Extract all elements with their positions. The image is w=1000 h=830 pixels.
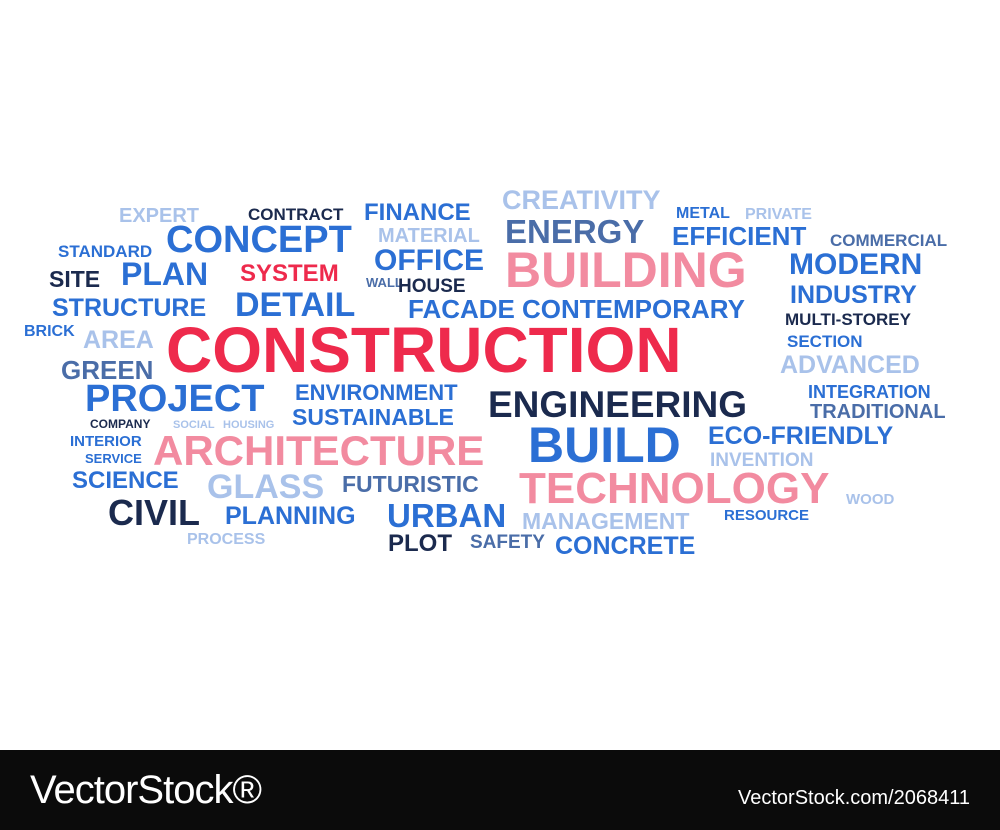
word-process: PROCESS	[187, 531, 266, 548]
word-system: SYSTEM	[240, 260, 339, 287]
word-wall: WALL	[366, 275, 403, 290]
word-planning: PLANNING	[225, 502, 356, 530]
word-integration: INTEGRATION	[808, 382, 931, 402]
word-standard: STANDARD	[58, 242, 153, 261]
word-sustainable: SUSTAINABLE	[292, 404, 454, 430]
word-traditional: TRADITIONAL	[810, 401, 946, 423]
word-facade: FACADE	[408, 294, 515, 324]
word-science: SCIENCE	[72, 467, 179, 494]
word-section: SECTION	[787, 332, 863, 351]
word-cloud: CONSTRUCTION BUILDING ARCHITECTURE TECHN…	[24, 185, 948, 560]
word-metal: METAL	[676, 205, 730, 222]
word-structure: STRUCTURE	[52, 294, 207, 322]
word-management: MANAGEMENT	[522, 508, 690, 534]
word-technology: TECHNOLOGY	[519, 464, 830, 513]
word-safety: SAFETY	[470, 532, 545, 553]
word-interior: INTERIOR	[70, 433, 142, 450]
word-concrete: CONCRETE	[555, 532, 696, 560]
word-expert: EXPERT	[119, 205, 200, 227]
word-modern: MODERN	[789, 248, 923, 281]
word-private: PRIVATE	[745, 206, 812, 223]
word-build: BUILD	[528, 417, 681, 473]
word-futuristic: FUTURISTIC	[342, 471, 479, 497]
word-multi-storey: MULTI-STOREY	[785, 310, 911, 329]
word-wood: WOOD	[846, 491, 895, 508]
image-credit: VectorStock.com/2068411	[738, 787, 970, 809]
word-company: COMPANY	[90, 417, 151, 431]
word-house: HOUSE	[398, 276, 466, 297]
word-social: SOCIAL	[173, 419, 215, 431]
word-detail: DETAIL	[235, 286, 356, 324]
word-finance: FINANCE	[364, 199, 471, 226]
word-housing: HOUSING	[223, 419, 275, 431]
word-contemporary: CONTEMPORARY	[522, 294, 745, 324]
word-engineering: ENGINEERING	[488, 384, 748, 425]
word-green: GREEN	[61, 355, 154, 385]
word-service: SERVICE	[85, 451, 142, 466]
word-glass: GLASS	[207, 468, 325, 506]
word-contract: CONTRACT	[248, 205, 344, 224]
word-eco-friendly: ECO-FRIENDLY	[708, 422, 894, 450]
word-construction: CONSTRUCTION	[166, 314, 682, 386]
word-concept: CONCEPT	[166, 219, 352, 261]
word-material: MATERIAL	[378, 225, 480, 247]
word-project: PROJECT	[85, 378, 265, 420]
word-brick: BRICK	[24, 323, 75, 340]
word-efficient: EFFICIENT	[672, 221, 807, 251]
word-area: AREA	[83, 326, 154, 354]
word-environment: ENVIRONMENT	[295, 380, 458, 405]
word-invention: INVENTION	[710, 450, 814, 471]
word-architecture: ARCHITECTURE	[153, 427, 485, 474]
word-industry: INDUSTRY	[790, 281, 917, 309]
word-building: BUILDING	[505, 242, 747, 298]
word-urban: URBAN	[387, 497, 507, 534]
watermark-footer: VectorStock® VectorStock.com/2068411	[0, 750, 1000, 830]
word-plot: PLOT	[388, 530, 452, 557]
word-civil: CIVIL	[108, 492, 201, 533]
word-commercial: COMMERCIAL	[830, 231, 948, 250]
word-office: OFFICE	[374, 244, 484, 277]
word-energy: ENERGY	[505, 213, 645, 250]
word-advanced: ADVANCED	[780, 351, 920, 379]
word-resource: RESOURCE	[724, 507, 810, 524]
word-creativity: CREATIVITY	[502, 185, 661, 215]
word-plan: PLAN	[121, 256, 209, 292]
brand-logo: VectorStock®	[30, 768, 262, 812]
word-site: SITE	[49, 266, 101, 292]
